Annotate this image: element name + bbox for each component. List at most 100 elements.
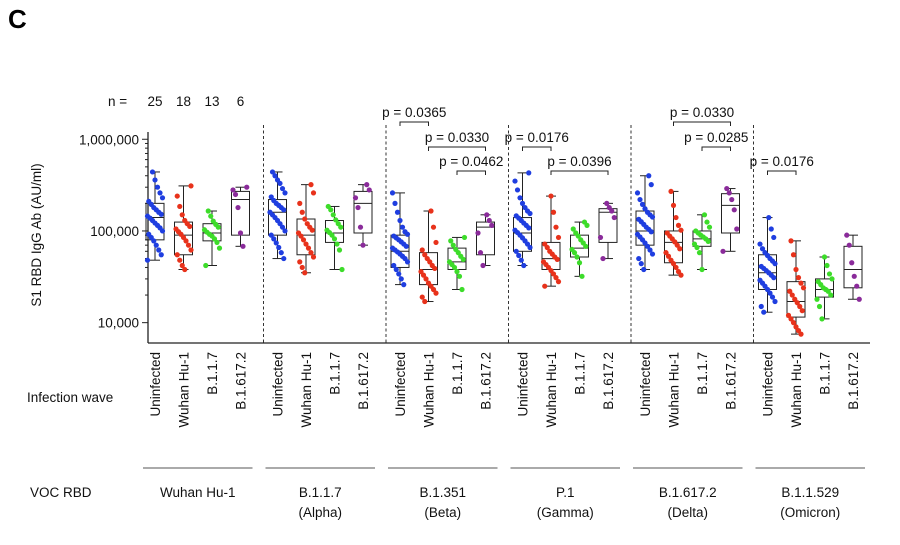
data-point: [548, 193, 554, 199]
data-point: [174, 252, 180, 258]
data-point: [574, 254, 580, 260]
data-point: [824, 262, 830, 269]
data-point: [144, 213, 151, 219]
data-point: [475, 230, 481, 236]
data-point: [762, 250, 768, 256]
data-point: [668, 257, 674, 263]
pvalue-label: p = 0.0365: [382, 105, 446, 120]
x-category-label: B.1.617.2: [724, 352, 739, 410]
data-point: [581, 219, 588, 225]
data-point: [433, 239, 439, 246]
box: [231, 190, 250, 236]
data-point: [182, 266, 188, 273]
data-point: [526, 170, 532, 176]
x-category-label: B.1.617.2: [479, 352, 494, 410]
box: [513, 217, 532, 252]
data-point: [174, 193, 180, 199]
data-point: [639, 201, 646, 207]
x-category-label: Wuhan Hu-1: [422, 352, 437, 428]
x-category-label: B.1.617.2: [601, 352, 616, 410]
voc-group-label: B.1.617.2: [659, 485, 717, 500]
data-point: [547, 248, 553, 254]
data-point: [821, 254, 828, 260]
data-point: [156, 247, 162, 253]
pvalue-bracket: [673, 121, 731, 126]
labels-layer: 10,000 100,000 1,000,000 25 18 13 6 Uninfected W…: [79, 94, 861, 520]
data-point: [800, 285, 807, 291]
data-point: [177, 257, 183, 263]
box: [268, 199, 287, 236]
data-point: [357, 224, 364, 230]
data-point: [761, 309, 767, 315]
pvalue-label: p = 0.0396: [547, 154, 611, 169]
data-point: [849, 260, 855, 266]
data-point: [696, 250, 703, 256]
data-point: [232, 191, 239, 198]
pvalue-label: p = 0.0462: [439, 154, 503, 169]
data-point: [203, 262, 209, 269]
x-category-label: Uninfected: [271, 352, 286, 417]
voc-group-sublabel: (Gamma): [537, 505, 594, 520]
data-point: [726, 190, 732, 196]
pvalue-bracket: [550, 170, 609, 175]
data-point: [553, 274, 559, 281]
voc-group-label: P.1: [556, 485, 575, 500]
data-point: [237, 230, 244, 236]
data-point: [268, 232, 274, 238]
data-point: [641, 266, 647, 273]
data-point: [514, 187, 521, 193]
data-point: [459, 286, 465, 293]
data-point: [790, 320, 797, 326]
data-point: [423, 276, 429, 282]
data-point: [477, 250, 484, 256]
n-value: 25: [147, 94, 162, 109]
data-point: [513, 213, 519, 219]
pvalue-bracket: [522, 146, 552, 151]
data-point: [366, 187, 372, 193]
data-point: [297, 259, 303, 265]
data-point: [305, 245, 312, 251]
data-point: [678, 227, 684, 233]
data-point: [636, 216, 642, 222]
data-point: [522, 204, 528, 211]
data-point: [664, 230, 670, 236]
data-point: [273, 240, 279, 246]
data-point: [673, 264, 679, 271]
data-point: [757, 241, 763, 247]
x-category-label: Wuhan Hu-1: [789, 352, 804, 428]
data-point: [419, 294, 425, 300]
data-point: [393, 266, 399, 273]
data-point: [182, 217, 188, 224]
data-point: [153, 242, 159, 248]
data-point: [272, 173, 278, 179]
data-point: [335, 221, 341, 227]
pvalue-bracket: [456, 170, 486, 175]
data-point: [517, 195, 523, 201]
panel-label: C: [8, 4, 27, 34]
data-point: [512, 227, 518, 233]
data-point: [146, 198, 152, 205]
data-point: [276, 244, 282, 251]
data-point: [795, 274, 802, 281]
data-point: [768, 226, 774, 232]
data-point: [302, 270, 308, 276]
data-point: [799, 308, 805, 314]
data-point: [518, 257, 524, 263]
data-point: [389, 190, 396, 196]
pvalue-label: p = 0.0176: [505, 130, 569, 145]
data-point: [144, 257, 151, 263]
data-point: [646, 173, 652, 179]
data-point: [851, 273, 857, 279]
data-point: [278, 250, 284, 256]
pvalue-label: p = 0.0330: [670, 105, 734, 120]
data-point: [295, 230, 302, 236]
data-point: [600, 255, 606, 262]
data-point: [480, 262, 486, 269]
data-point: [649, 251, 656, 257]
box: [353, 190, 373, 234]
data-point: [579, 273, 585, 279]
data-point: [391, 262, 397, 269]
data-point: [663, 250, 669, 256]
data-point: [271, 236, 277, 242]
data-point: [540, 259, 547, 265]
